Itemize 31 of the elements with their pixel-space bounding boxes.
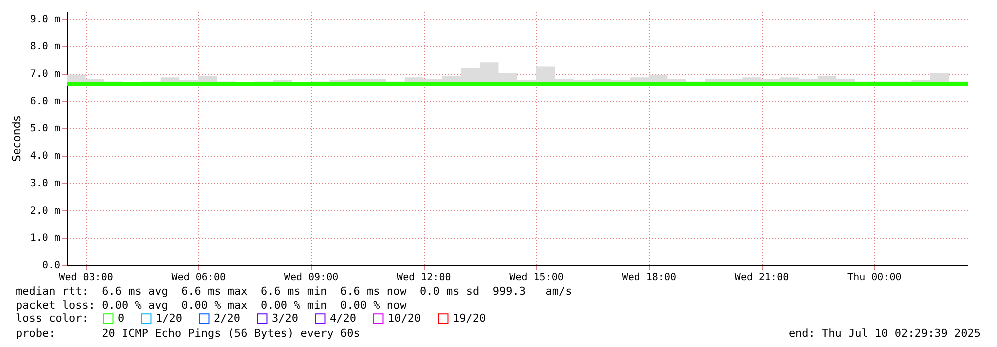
y-tick-label: 2.0 m <box>30 206 60 217</box>
y-tick-label: 1.0 m <box>30 233 60 244</box>
x-tick-label: Wed 21:00 <box>734 272 790 284</box>
x-tick-label: Wed 12:00 <box>397 272 452 284</box>
x-tick-label: Wed 18:00 <box>622 272 676 284</box>
legend-label: 10/20 <box>388 312 422 325</box>
legend-label: 3/20 <box>272 312 298 325</box>
y-axis-title: Seconds <box>10 116 24 162</box>
y-tick-label: 5.0 m <box>30 124 60 135</box>
x-tick-label: Thu 00:00 <box>848 272 902 284</box>
text: packet loss: 0.00 % avg 0.00 % max 0.00 % min 0.00 % now <box>16 299 407 312</box>
y-tick-label: 7.0 m <box>30 69 60 80</box>
x-tick-label: Wed 09:00 <box>284 272 339 284</box>
text: median rtt: 6.6 ms avg 6.6 ms max 6.6 ms min 6.6 ms now 0.0 ms sd 999.3 am/s <box>16 285 572 298</box>
legend-label: 2/20 <box>214 312 240 325</box>
legend-label: 0 <box>118 312 125 325</box>
y-tick-label: 8.0 m <box>30 42 60 53</box>
y-tick-label: 4.0 m <box>30 151 60 162</box>
legend-label: 19/20 <box>453 312 486 325</box>
legend-label: 4/20 <box>330 312 356 325</box>
x-tick-label: Wed 15:00 <box>510 272 564 284</box>
y-tick-label: 9.0 m <box>30 14 60 26</box>
y-tick-label: 3.0 m <box>30 178 60 190</box>
legend-title: loss color: <box>16 312 89 325</box>
text: end: Thu Jul 10 02:29:39 2025 <box>788 327 981 340</box>
y-tick-label: 0.0 <box>42 260 60 272</box>
x-tick-label: Wed 06:00 <box>172 272 226 284</box>
legend-label: 1/20 <box>156 312 182 325</box>
x-tick-label: Wed 03:00 <box>59 272 114 284</box>
y-tick-label: 6.0 m <box>30 96 60 108</box>
text: probe: 20 ICMP Echo Pings (56 Bytes) every 60s <box>16 327 360 340</box>
